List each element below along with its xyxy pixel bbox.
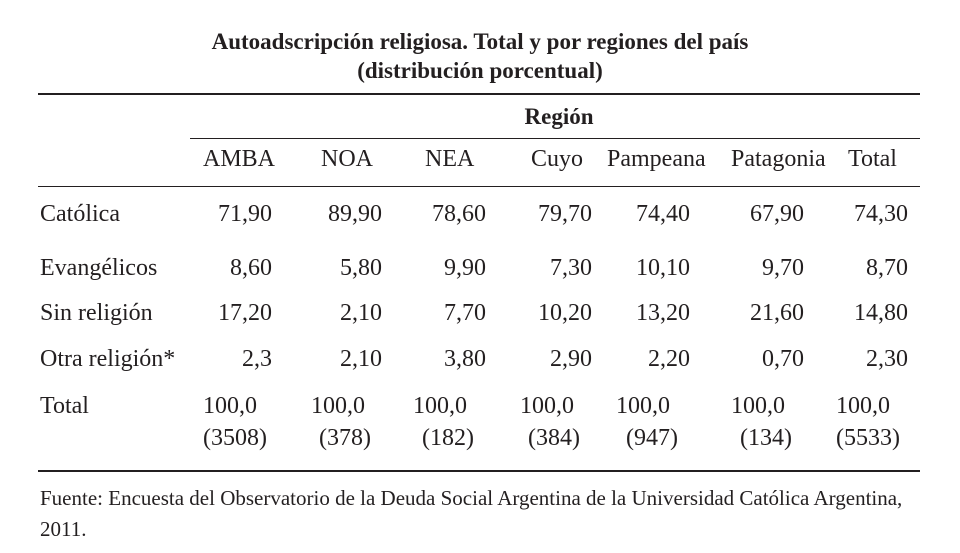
table-cell-count: (5533) [836,425,900,451]
table-cell: 78,60 [432,201,486,227]
col-header-amba: AMBA [203,146,276,172]
col-header-total: Total [848,146,897,172]
region-rule [190,138,920,139]
table-cell-count: (3508) [203,425,267,451]
table-cell: 7,30 [550,255,592,281]
row-label-sin-religion: Sin religión [40,300,153,326]
table-cell-count: (384) [528,425,580,451]
table-cell: 5,80 [340,255,382,281]
row-label-catolica: Católica [40,201,120,227]
table-cell: 100,0 [203,393,257,419]
col-header-nea: NEA [425,146,475,172]
table-cell: 7,70 [444,300,486,326]
row-label-total: Total [40,393,89,419]
table-cell: 10,20 [538,300,592,326]
col-header-patagonia: Patagonia [731,146,826,172]
col-header-noa: NOA [321,146,373,172]
region-header: Región [524,104,594,129]
table-cell: 89,90 [328,201,382,227]
table-cell: 2,10 [340,300,382,326]
table-subtitle: (distribución porcentual) [357,58,603,83]
table-cell: 9,90 [444,255,486,281]
table-cell: 2,3 [242,346,272,372]
table-cell: 8,60 [230,255,272,281]
col-header-cuyo: Cuyo [531,146,584,172]
table-cell: 100,0 [731,393,785,419]
table-cell-count: (947) [626,425,678,451]
table-cell: 14,80 [854,300,908,326]
table-cell: 9,70 [762,255,804,281]
table-title: Autoadscripción religiosa. Total y por r… [211,29,749,54]
table-cell: 71,90 [218,201,272,227]
table-cell: 21,60 [750,300,804,326]
table-cell: 100,0 [836,393,890,419]
table-cell: 100,0 [616,393,670,419]
row-label-evangelicos: Evangélicos [40,255,158,281]
table-cell: 100,0 [520,393,574,419]
row-label-otra-religion: Otra religión* [40,346,176,372]
table-cell: 100,0 [311,393,365,419]
table-cell: 79,70 [538,201,592,227]
table-cell: 2,20 [648,346,690,372]
table-cell: 74,30 [854,201,908,227]
table-cell: 0,70 [762,346,804,372]
table-cell-count: (378) [319,425,371,451]
source-note: Fuente: Encuesta del Observatorio de la … [40,486,903,541]
header-rule [38,186,920,187]
table-cell: 67,90 [750,201,804,227]
top-rule [38,93,920,95]
table-cell: 13,20 [636,300,690,326]
table-cell: 17,20 [218,300,272,326]
table-cell: 100,0 [413,393,467,419]
table-cell: 3,80 [444,346,486,372]
table-cell: 74,40 [636,201,690,227]
col-header-pampeana: Pampeana [607,146,706,172]
table-cell: 2,30 [866,346,908,372]
table-cell: 2,10 [340,346,382,372]
bottom-rule [38,470,920,472]
table-cell-count: (182) [422,425,474,451]
table-cell: 2,90 [550,346,592,372]
table-cell-count: (134) [740,425,792,451]
table-cell: 8,70 [866,255,908,281]
table-cell: 10,10 [636,255,690,281]
